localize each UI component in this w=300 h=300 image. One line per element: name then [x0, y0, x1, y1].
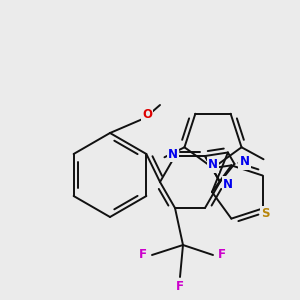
Text: O: O — [142, 109, 152, 122]
Text: N: N — [239, 155, 250, 168]
Text: N: N — [208, 158, 218, 172]
Text: F: F — [176, 280, 184, 292]
Text: N: N — [168, 148, 178, 160]
Text: F: F — [139, 248, 147, 260]
Text: S: S — [261, 207, 270, 220]
Text: N: N — [223, 178, 233, 190]
Text: F: F — [218, 248, 226, 260]
